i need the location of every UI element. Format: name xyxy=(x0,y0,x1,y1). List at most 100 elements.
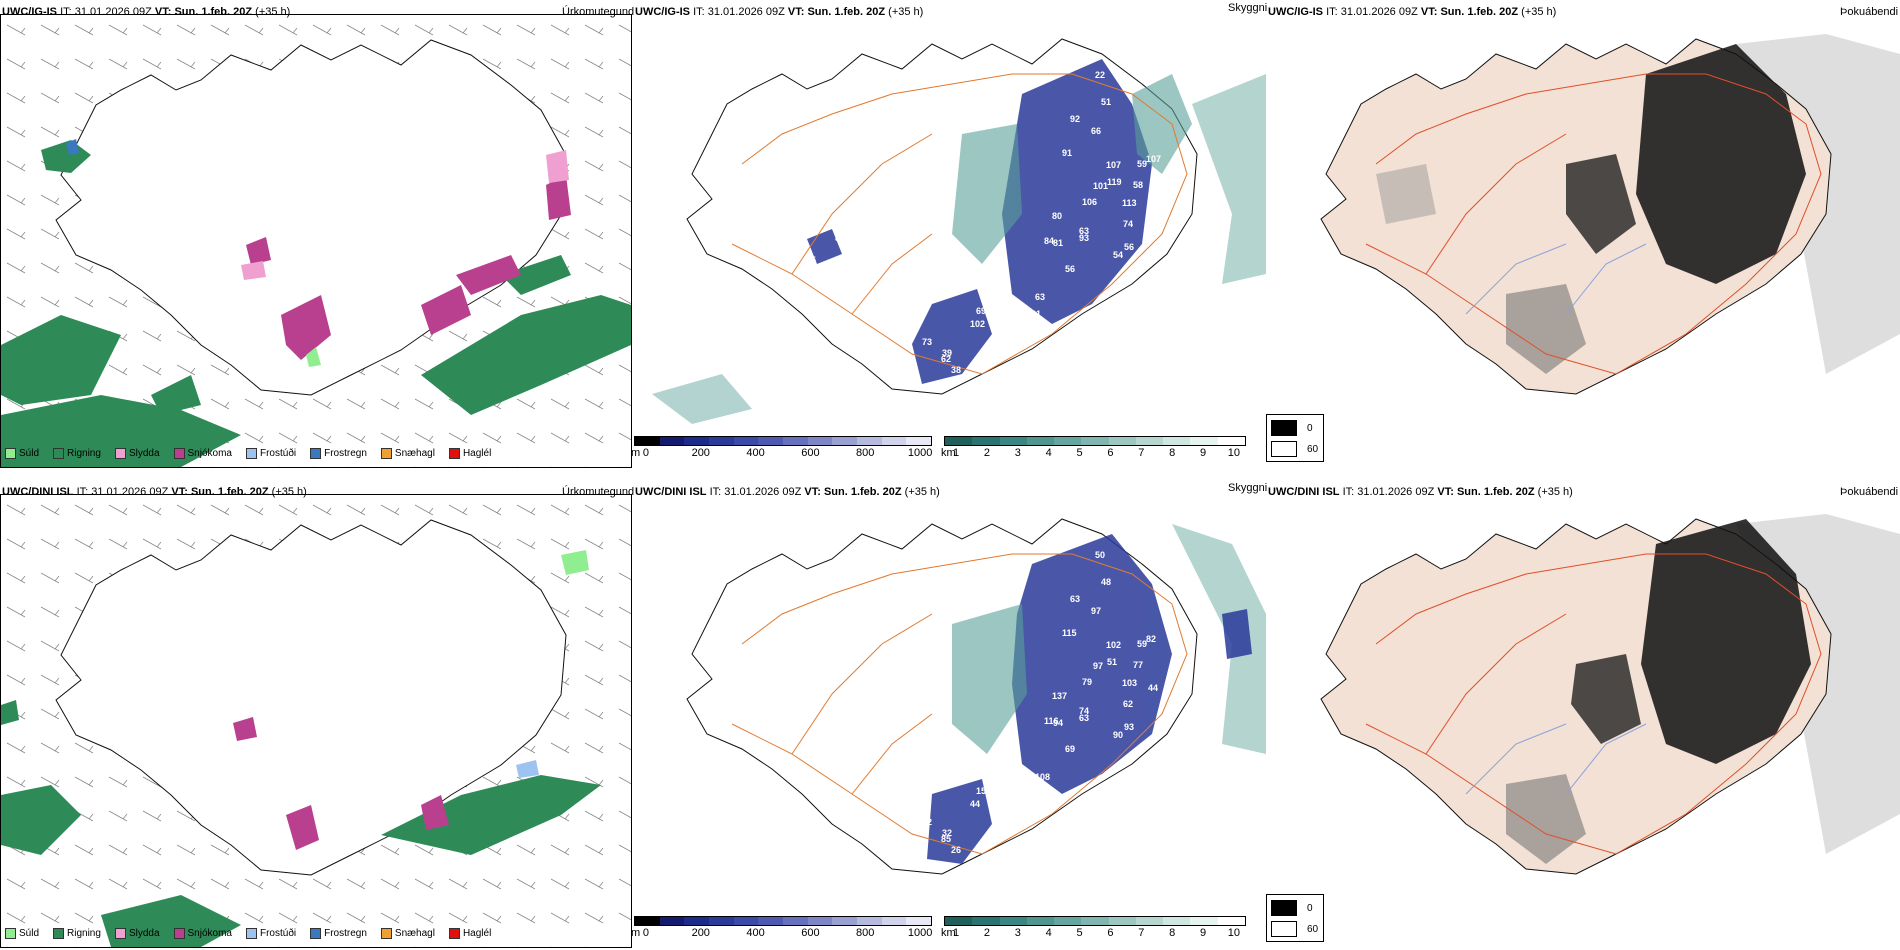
colorbar-segment xyxy=(881,917,907,925)
precip-type-map xyxy=(1,495,631,947)
colorbar-segment xyxy=(999,917,1027,925)
visibility-value-label: 115 xyxy=(1062,628,1077,638)
visibility-value-label: 151 xyxy=(976,786,991,796)
visibility-value-label: 56 xyxy=(1065,264,1075,274)
colorbar-segment xyxy=(684,437,710,445)
legend-item-snow: Snjókoma xyxy=(173,448,232,459)
colorbar-segment xyxy=(758,437,784,445)
visibility-value-label: 143 xyxy=(806,735,821,745)
visibility-value-label: 32 xyxy=(942,828,952,838)
colorbar-tick-label: 800 xyxy=(856,927,875,939)
visibility-value-label: 63 xyxy=(1070,594,1080,604)
visibility-value-label: 77 xyxy=(1133,660,1143,670)
visibility-value-label: 56 xyxy=(1124,242,1134,252)
colorbar-tick-label: 5 xyxy=(1076,927,1083,939)
forecast-row-ig-is: UWC/IG-IS IT: 31.01.2026 09Z VT: Sun. 1.… xyxy=(0,0,1900,470)
colorbar-tick-label: 4 xyxy=(1045,927,1052,939)
colorbar-segment xyxy=(635,917,660,925)
visibility-value-label: 69 xyxy=(976,306,986,316)
iceland-outline xyxy=(55,519,567,876)
colorbar-tick-label: 7 xyxy=(1138,927,1145,939)
colorbar-tick-label: 600 xyxy=(801,447,820,459)
visibility-value-label: 119 xyxy=(835,713,850,723)
fog-key-swatch xyxy=(1271,441,1297,457)
colorbar-segment xyxy=(1135,917,1164,925)
colorbar-segment xyxy=(783,917,808,925)
fog-index-key: 0 60 xyxy=(1266,414,1324,462)
drizzle-area xyxy=(306,347,321,367)
visibility-value-label: 51 xyxy=(1101,97,1111,107)
visibility-value-label: 39 xyxy=(942,348,952,358)
colorbar-tick-label: 1000 xyxy=(907,927,933,939)
visibility-value-label: 63 xyxy=(1079,226,1089,236)
legend-item-freezing-drizzle: Frostúði xyxy=(245,928,296,939)
colorbar-tick-label: 0 xyxy=(642,447,649,459)
road-network xyxy=(731,553,1188,855)
visibility-value-label: 51 xyxy=(1107,657,1117,667)
visibility-value-label: 73 xyxy=(922,337,932,347)
panel-title-visibility: Skyggni xyxy=(1228,2,1268,14)
road-network xyxy=(731,73,1188,375)
visibility-value-label: 90 xyxy=(1113,730,1123,740)
colorbar-tick-label: 400 xyxy=(746,447,765,459)
colorbar-tick-label: 3 xyxy=(1014,447,1021,459)
fog-index-map xyxy=(1320,514,1900,875)
sleet-areas xyxy=(241,150,569,280)
visibility-value-label: 44 xyxy=(970,799,980,809)
rivers xyxy=(1465,243,1647,315)
visibility-value-label: 48 xyxy=(1101,577,1111,587)
precip-type-legend: Súld Rigning Slydda Snjókoma Frostúði Fr… xyxy=(5,448,497,459)
visibility-value-label: 79 xyxy=(1082,677,1092,687)
colorbar-segment xyxy=(1190,437,1218,445)
visibility-value-label: 113 xyxy=(1122,198,1137,208)
visibility-value-label: 74 xyxy=(1079,706,1089,716)
legend-item-snow: Snjókoma xyxy=(173,928,232,939)
visibility-height-colorbar: 0 200 400 600 800 1000 m xyxy=(631,916,932,942)
fog-key-swatch xyxy=(1271,900,1297,916)
colorbar-segment xyxy=(906,437,932,445)
panel-header: UWC/IG-IS IT: 31.01.2026 09Z VT: Sun. 1.… xyxy=(1268,6,1557,18)
visibility-value-label: 116 xyxy=(1044,716,1059,726)
visibility-value-label: 63 xyxy=(1035,292,1045,302)
colorbar-segment xyxy=(906,917,932,925)
visibility-value-label: 102 xyxy=(970,319,985,329)
legend-swatch xyxy=(380,928,392,939)
colorbar-tick-label: 3 xyxy=(1014,927,1021,939)
colorbar-tick-label: 1000 xyxy=(907,447,933,459)
legend-item-sleet: Slydda xyxy=(114,928,160,939)
visibility-value-label: 62 xyxy=(1123,699,1133,709)
colorbar-tick-label: 0 xyxy=(642,927,649,939)
precip-type-legend: Súld Rigning Slydda Snjókoma Frostúði Fr… xyxy=(5,928,497,939)
visibility-value-label: 22 xyxy=(1076,533,1086,543)
colorbar-tick-label: 1 xyxy=(953,447,960,459)
colorbar-segment xyxy=(832,437,858,445)
colorbar-ticks: 0 200 400 600 800 1000 xyxy=(634,446,932,460)
visibility-value-label: 38 xyxy=(951,365,961,375)
visibility-value-label: 83 xyxy=(835,233,845,243)
visibility-value-label: 97 xyxy=(1093,661,1103,671)
moderate-visibility-areas xyxy=(952,74,1192,264)
colorbar-tick-label: 5 xyxy=(1076,447,1083,459)
visibility-distance-colorbar: 1 2 3 4 5 6 7 8 9 10 km xyxy=(941,436,1246,462)
legend-item-rain: Rigning xyxy=(53,448,101,459)
visibility-value-label: 81 xyxy=(1053,238,1063,248)
colorbar-segment xyxy=(972,917,1000,925)
colorbar-tick-label: 10 xyxy=(1227,447,1241,459)
colorbar-segment xyxy=(1217,437,1245,445)
legend-item-freezing-rain: Frostregn xyxy=(310,928,367,939)
fog-key-item: 0 xyxy=(1271,900,1319,916)
colorbar-tick-label: 9 xyxy=(1199,447,1207,459)
colorbar-tick-label: 6 xyxy=(1107,447,1114,459)
colorbar-segment xyxy=(1026,917,1055,925)
colorbar-ticks: 0 200 400 600 800 1000 xyxy=(634,926,932,940)
fog-key-swatch xyxy=(1271,921,1297,937)
visibility-value-label: 85 xyxy=(941,834,951,844)
legend-swatch xyxy=(310,448,322,459)
legend-swatch xyxy=(448,928,460,939)
legend-swatch xyxy=(448,448,460,459)
legend-swatch xyxy=(5,928,16,939)
visibility-value-label: 54 xyxy=(1113,250,1123,260)
colorbar-tick-label: 600 xyxy=(801,927,820,939)
visibility-value-label: 119 xyxy=(1107,177,1122,187)
road-network xyxy=(1365,73,1822,375)
